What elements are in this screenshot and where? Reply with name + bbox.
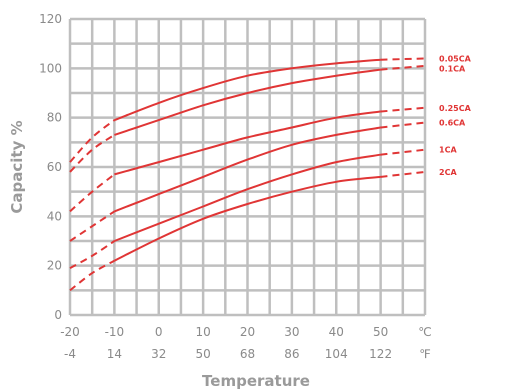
series-line-measured — [114, 58, 381, 122]
series-label: 0.25CA — [439, 104, 472, 113]
x-unit-fahrenheit: ℉ — [419, 347, 430, 361]
series-line-extrapolated-high — [380, 170, 426, 178]
x-tick-label-fahrenheit: 122 — [369, 347, 392, 361]
series-line-extrapolated-low — [69, 173, 116, 213]
series-line-extrapolated-high — [380, 148, 426, 156]
series-label: 0.6CA — [439, 119, 466, 128]
y-tick-label: 80 — [47, 111, 62, 125]
series-line-measured — [114, 153, 381, 242]
series-label: 0.1CA — [439, 64, 466, 73]
series-line-extrapolated-high — [380, 57, 426, 61]
x-tick-label-fahrenheit: -4 — [64, 347, 76, 361]
y-tick-label: 40 — [47, 209, 62, 223]
series-label: 0.05CA — [439, 54, 472, 63]
x-tick-label-celsius: -10 — [105, 325, 125, 339]
x-tick-label-fahrenheit: 86 — [284, 347, 299, 361]
y-tick-label: 100 — [39, 61, 62, 75]
series-line-extrapolated-low — [69, 240, 115, 269]
x-tick-label-celsius: 20 — [240, 325, 255, 339]
series-line-measured — [113, 175, 381, 262]
series-line-extrapolated-low — [69, 259, 115, 292]
series-line-measured — [114, 126, 381, 213]
series-line-measured — [114, 68, 381, 136]
series-line-extrapolated-high — [380, 121, 426, 129]
series-line-extrapolated-low — [69, 210, 115, 242]
y-axis-title: Capacity % — [8, 120, 26, 213]
y-tick-label: 120 — [39, 12, 62, 26]
x-tick-label-fahrenheit: 104 — [325, 347, 348, 361]
grid — [68, 17, 427, 317]
y-tick-label: 20 — [47, 259, 62, 273]
axis-ticks: 0 20 40 60 80 100 120 -20 -4 -10 14 0 32 10 50 20 68 30 86… — [39, 12, 432, 361]
x-tick-label-celsius: -20 — [60, 325, 80, 339]
series-label: 1CA — [439, 146, 457, 155]
series-line-extrapolated-high — [380, 64, 426, 71]
series-line-extrapolated-low — [69, 134, 115, 173]
x-tick-label-fahrenheit: 68 — [240, 347, 255, 361]
y-tick-label: 60 — [47, 160, 62, 174]
series-lines — [69, 57, 426, 292]
series-label: 2CA — [439, 168, 457, 177]
series-line-extrapolated-high — [380, 106, 426, 113]
x-tick-label-fahrenheit: 50 — [195, 347, 210, 361]
x-tick-label-celsius: 0 — [155, 325, 163, 339]
x-tick-label-fahrenheit: 32 — [151, 347, 166, 361]
x-axis-title: Temperature — [202, 372, 310, 390]
x-tick-label-celsius: 10 — [195, 325, 210, 339]
x-tick-label-celsius: 50 — [373, 325, 388, 339]
y-tick-label: 0 — [54, 308, 62, 322]
x-tick-label-celsius: 30 — [284, 325, 299, 339]
series-line-measured — [114, 110, 381, 176]
x-tick-label-celsius: 40 — [329, 325, 344, 339]
x-unit-celsius: ℃ — [418, 325, 431, 339]
x-tick-label-fahrenheit: 14 — [107, 347, 122, 361]
